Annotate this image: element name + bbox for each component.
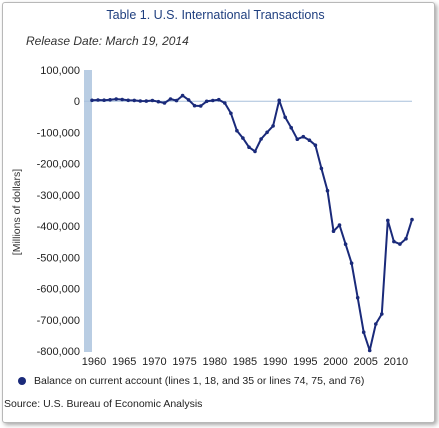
series-point — [102, 98, 106, 102]
legend-marker-icon — [18, 377, 26, 385]
series-point — [337, 223, 342, 227]
x-tick-label: 1980 — [203, 356, 227, 368]
source-note: Source: U.S. Bureau of Economic Analysis — [4, 398, 203, 410]
series-point — [349, 261, 354, 266]
legend-label: Balance on current account (lines 1, 18,… — [34, 375, 365, 387]
series-point — [120, 97, 124, 102]
series-point — [247, 145, 251, 149]
series-line — [91, 94, 413, 352]
y-tick-label: -400,000 — [37, 221, 80, 233]
series-point — [271, 124, 275, 128]
x-tick-label: 1960 — [82, 356, 106, 368]
x-tick-label: 1975 — [172, 356, 196, 368]
series-point — [392, 239, 396, 244]
series-point — [229, 111, 233, 116]
series-point — [343, 242, 348, 246]
series-point — [90, 98, 94, 103]
y-axis-ticks: 100,000 0 -100,000 -200,000 -300,000 -400,000… — [37, 65, 80, 358]
x-tick-label: 2010 — [384, 356, 408, 368]
chart-title: Table 1. U.S. International Transactions — [106, 8, 325, 22]
x-tick-label: 2005 — [353, 356, 377, 368]
y-axis-label: [Millions of dollars] — [11, 169, 23, 255]
series-point — [319, 166, 324, 171]
series-point — [307, 138, 312, 142]
series-point — [114, 97, 118, 101]
y-tick-label: -200,000 — [37, 159, 80, 171]
series-point — [283, 115, 288, 120]
x-tick-label: 1985 — [233, 356, 257, 368]
chart-frame — [2, 2, 435, 423]
y-tick-label: -500,000 — [37, 252, 80, 264]
series-point — [138, 99, 143, 103]
series-point — [156, 99, 161, 104]
series-point — [313, 143, 318, 147]
y-tick-label: -300,000 — [37, 190, 80, 202]
series-point — [132, 98, 137, 103]
y-tick-label: -100,000 — [37, 127, 80, 139]
series-point — [410, 217, 414, 222]
series-point — [265, 130, 269, 135]
series-point — [126, 98, 130, 103]
series-point — [301, 134, 306, 139]
series-point — [150, 98, 155, 103]
y-tick-label: -800,000 — [37, 346, 80, 358]
series-point — [386, 218, 390, 223]
series-point — [204, 99, 209, 104]
series-point — [223, 101, 227, 105]
series-point — [162, 101, 167, 105]
series-point — [289, 125, 294, 130]
series-point — [186, 98, 191, 102]
y-axis-band — [84, 70, 92, 352]
series-point — [180, 93, 185, 98]
y-tick-label: 100,000 — [40, 65, 80, 77]
legend: Balance on current account (lines 1, 18,… — [18, 375, 364, 387]
series-point — [355, 295, 360, 300]
series-point — [217, 97, 221, 102]
series-point — [144, 99, 149, 103]
series-point — [253, 149, 257, 154]
series-point — [108, 98, 112, 102]
series-point — [174, 98, 179, 103]
series-points — [90, 93, 414, 353]
series-point — [192, 103, 197, 108]
series-point — [277, 98, 282, 103]
x-tick-label: 1990 — [263, 356, 287, 368]
x-axis-ticks: 1960 1965 1970 1975 1980 1985 1990 1995 2000 2005… — [82, 356, 408, 368]
series-point — [259, 137, 263, 141]
series-point — [404, 236, 408, 241]
series-point — [331, 229, 336, 233]
x-tick-label: 1970 — [142, 356, 166, 368]
series-point — [398, 242, 402, 246]
series-point — [367, 348, 372, 353]
chart-subtitle: Release Date: March 19, 2014 — [26, 34, 189, 48]
series-point — [168, 97, 173, 101]
series-point — [374, 322, 378, 326]
series-point — [198, 104, 203, 108]
series-point — [295, 137, 300, 141]
x-tick-label: 2000 — [323, 356, 347, 368]
x-tick-label: 1965 — [112, 356, 136, 368]
series-point — [241, 136, 245, 140]
y-tick-label: 0 — [74, 96, 80, 108]
y-tick-label: -600,000 — [37, 284, 80, 296]
series-point — [96, 98, 100, 102]
series-point — [235, 128, 239, 133]
series-point — [325, 188, 330, 193]
series-point — [361, 330, 366, 335]
y-tick-label: -700,000 — [37, 315, 80, 327]
series-point — [380, 312, 384, 316]
x-tick-label: 1995 — [293, 356, 317, 368]
series-point — [211, 98, 215, 103]
